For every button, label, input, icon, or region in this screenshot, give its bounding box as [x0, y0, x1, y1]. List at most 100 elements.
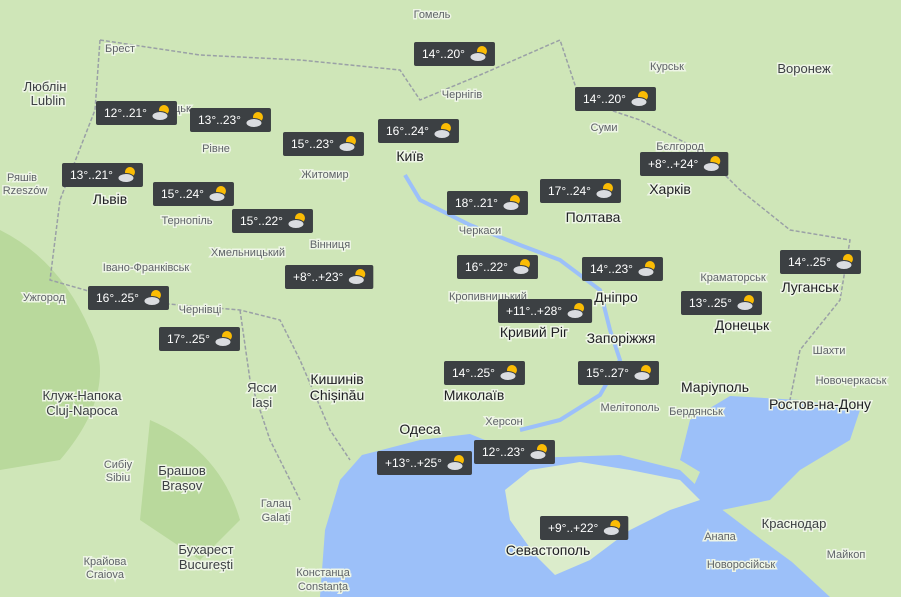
city-label: Ростов-на-Дону: [769, 396, 871, 412]
cloud-icon: [702, 162, 720, 172]
cloud-icon: [566, 309, 584, 319]
city-label: Вінниця: [310, 239, 350, 251]
city-label: Клуж-Напока: [43, 388, 123, 403]
weather-badge: 14°..25°: [444, 361, 525, 385]
city-label: Івано-Франківськ: [103, 262, 190, 274]
city-label: Cluj-Napoca: [46, 403, 118, 418]
city-label: Ряшів: [7, 172, 37, 184]
weather-badge: 17°..24°: [540, 179, 621, 203]
temperature: 16°..22°: [465, 260, 508, 274]
cloud-icon: [143, 296, 161, 306]
city-label: Новочеркаськ: [816, 375, 887, 387]
cloud-icon: [529, 450, 547, 460]
city-label: Курськ: [650, 61, 684, 73]
city-label: Крайова: [84, 556, 128, 568]
temperature: 12°..23°: [482, 445, 525, 459]
cloud-icon: [469, 52, 487, 62]
cloud-icon: [347, 275, 365, 285]
city-label: Craiova: [86, 569, 125, 581]
weather-badge: +8°..+23°: [285, 265, 374, 289]
temperature: 12°..21°: [104, 106, 147, 120]
city-label: Запоріжжя: [587, 330, 656, 346]
temperature: 13°..21°: [70, 168, 113, 182]
city-label: Lublin: [31, 93, 66, 108]
city-label: Чернігів: [442, 89, 483, 101]
cloud-icon: [602, 526, 620, 536]
weather-badge: +13°..+25°: [377, 451, 472, 475]
city-label: Воронеж: [777, 61, 831, 76]
temperature: +8°..+24°: [648, 157, 699, 171]
temperature: 13°..25°: [689, 296, 732, 310]
city-label: Київ: [396, 148, 423, 164]
city-label: Одеса: [399, 421, 441, 437]
cloud-icon: [637, 267, 655, 277]
temperature: 15°..24°: [161, 187, 204, 201]
cloud-icon: [245, 118, 263, 128]
cloud-icon: [433, 129, 451, 139]
weather-badge: 16°..22°: [457, 255, 538, 279]
city-label: Краснодар: [762, 516, 827, 531]
cloud-icon: [595, 189, 613, 199]
weather-badge: 15°..27°: [578, 361, 659, 385]
cloud-icon: [736, 301, 754, 311]
cloud-icon: [287, 219, 305, 229]
weather-badge: 13°..23°: [190, 108, 271, 132]
city-label: Galați: [262, 512, 291, 524]
temperature: 14°..25°: [788, 255, 831, 269]
city-label: Рівне: [202, 143, 230, 155]
city-label: Новоросійськ: [707, 559, 775, 571]
temperature: 15°..27°: [586, 366, 629, 380]
city-label: Сибіу: [104, 459, 133, 471]
weather-badges: 14°..20° 14°..20° 12°..21° 13°..23° 16°..24°…: [62, 42, 861, 540]
weather-badge: 15°..23°: [283, 132, 364, 156]
temperature: 14°..23°: [590, 262, 633, 276]
cloud-icon: [117, 173, 135, 183]
temperature: 16°..25°: [96, 291, 139, 305]
city-label: Шахти: [813, 345, 846, 357]
temperature: 16°..24°: [386, 124, 429, 138]
weather-badge: +9°..+22°: [540, 516, 629, 540]
city-label: Севастополь: [506, 542, 591, 558]
temperature: 18°..21°: [455, 196, 498, 210]
city-label: Луганськ: [781, 279, 839, 295]
temperature: 14°..20°: [422, 47, 465, 61]
weather-badge: +8°..+24°: [640, 152, 729, 176]
city-label: Чернівці: [179, 304, 222, 316]
city-label: Люблін: [24, 79, 67, 94]
city-label: Constanța: [298, 581, 349, 593]
temperature: 13°..23°: [198, 113, 241, 127]
cloud-icon: [512, 265, 530, 275]
weather-badge: 14°..20°: [575, 87, 656, 111]
city-label: Житомир: [301, 169, 348, 181]
temperature: +11°..+28°: [506, 304, 562, 318]
cloud-icon: [338, 142, 356, 152]
cloud-icon: [208, 192, 226, 202]
city-label: Херсон: [485, 416, 522, 428]
cloud-icon: [446, 461, 464, 471]
city-label: Суми: [590, 122, 617, 134]
city-label: Brașov: [162, 478, 203, 493]
weather-badge: 15°..22°: [232, 209, 313, 233]
city-label: Мелітополь: [601, 402, 660, 414]
city-label: Кривий Ріг: [500, 324, 568, 340]
river: [403, 173, 623, 432]
city-label: Черкаси: [459, 225, 501, 237]
city-label: Майкоп: [827, 549, 866, 561]
city-label: Анапа: [704, 531, 736, 543]
city-label: Дніпро: [594, 289, 638, 305]
city-label: Бухарест: [178, 542, 233, 557]
temperature: 15°..23°: [291, 137, 334, 151]
weather-badge: 18°..21°: [447, 191, 528, 215]
city-label: Миколаїв: [444, 387, 505, 403]
cloud-icon: [151, 111, 169, 121]
temperature: 14°..25°: [452, 366, 495, 380]
weather-badge: 14°..25°: [780, 250, 861, 274]
city-label: Харків: [649, 181, 691, 197]
city-label: Iași: [252, 395, 272, 410]
city-label: Кишинів: [310, 371, 363, 387]
weather-badge: +11°..+28°: [498, 299, 593, 323]
city-label: Бєлгород: [656, 141, 704, 153]
city-label: Львів: [93, 191, 127, 207]
azov-sea: [680, 396, 860, 510]
